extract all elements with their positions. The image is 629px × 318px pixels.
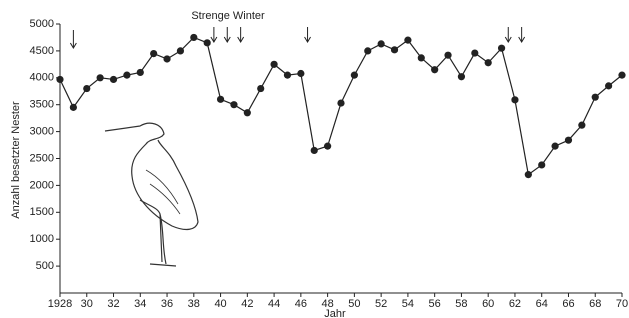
- x-tick-label: 1928: [48, 298, 72, 310]
- data-point: [592, 94, 599, 101]
- data-point: [565, 137, 572, 144]
- heron-illustration: [105, 123, 198, 266]
- data-point: [324, 143, 331, 150]
- data-point: [177, 47, 184, 54]
- data-point: [458, 73, 465, 80]
- y-tick-label: 1000: [30, 233, 54, 245]
- data-point: [605, 82, 612, 89]
- x-tick-label: 42: [241, 298, 253, 310]
- x-tick-label: 46: [295, 298, 307, 310]
- data-point: [444, 52, 451, 59]
- data-point: [190, 34, 197, 41]
- x-tick-label: 60: [482, 298, 494, 310]
- data-point: [391, 46, 398, 53]
- annotation: Strenge Winter: [191, 10, 265, 22]
- y-axis-label: Anzahl besetzter Nester: [10, 101, 22, 219]
- data-point: [83, 85, 90, 92]
- data-point: [618, 72, 625, 79]
- x-tick-label: 56: [429, 298, 441, 310]
- data-point: [578, 122, 585, 129]
- data-point: [511, 96, 518, 103]
- x-tick-label: 34: [134, 298, 146, 310]
- x-tick-label: 48: [321, 298, 333, 310]
- data-point: [230, 101, 237, 108]
- x-tick-label: 50: [348, 298, 360, 310]
- data-point: [204, 39, 211, 46]
- x-tick-label: 58: [455, 298, 467, 310]
- y-tick-label: 3000: [30, 126, 54, 138]
- y-tick-label: 1500: [30, 206, 54, 218]
- x-tick-label: 44: [268, 298, 280, 310]
- data-point: [217, 96, 224, 103]
- data-point: [498, 45, 505, 52]
- data-point: [97, 74, 104, 81]
- y-tick-label: 4000: [30, 72, 54, 84]
- data-point: [525, 171, 532, 178]
- winter-arrow: [519, 27, 525, 42]
- winter-arrow: [70, 30, 76, 48]
- x-tick-label: 40: [214, 298, 226, 310]
- data-point: [351, 72, 358, 79]
- data-point: [471, 49, 478, 56]
- data-point: [284, 72, 291, 79]
- data-point: [137, 69, 144, 76]
- data-point: [150, 50, 157, 57]
- data-point: [551, 143, 558, 150]
- x-tick-label: 36: [161, 298, 173, 310]
- data-point: [311, 147, 318, 154]
- data-point: [163, 55, 170, 62]
- x-tick-label: 62: [509, 298, 521, 310]
- data-point: [485, 59, 492, 66]
- x-tick-label: 54: [402, 298, 414, 310]
- y-tick-label: 5000: [30, 18, 54, 30]
- y-tick-label: 500: [36, 260, 54, 272]
- data-point: [70, 104, 77, 111]
- y-tick-label: 4500: [30, 45, 54, 57]
- data-point: [364, 47, 371, 54]
- x-tick-label: 66: [562, 298, 574, 310]
- x-tick-label: 64: [536, 298, 548, 310]
- y-tick-label: 2000: [30, 179, 54, 191]
- data-point: [56, 76, 63, 83]
- data-point: [270, 61, 277, 68]
- y-tick-label: 2500: [30, 152, 54, 164]
- x-tick-label: 68: [589, 298, 601, 310]
- winter-arrow: [211, 27, 217, 42]
- winter-arrow: [238, 27, 244, 42]
- winter-arrow: [505, 27, 511, 42]
- chart: Strenge Winter Jahr Anzahl besetzter Nes…: [0, 0, 629, 318]
- y-tick-label: 3500: [30, 99, 54, 111]
- data-point: [337, 99, 344, 106]
- data-point: [297, 70, 304, 77]
- data-point: [378, 40, 385, 47]
- data-point: [538, 161, 545, 168]
- x-tick-label: 52: [375, 298, 387, 310]
- x-tick-label: 70: [616, 298, 628, 310]
- data-point: [110, 76, 117, 83]
- data-point: [431, 66, 438, 73]
- x-tick-label: 38: [188, 298, 200, 310]
- data-point: [257, 85, 264, 92]
- x-tick-label: 32: [107, 298, 119, 310]
- winter-arrow: [305, 27, 311, 42]
- winter-arrow: [224, 27, 230, 42]
- data-point: [244, 109, 251, 116]
- data-point: [404, 37, 411, 44]
- x-tick-label: 30: [81, 298, 93, 310]
- data-point: [123, 72, 130, 79]
- data-point: [418, 54, 425, 61]
